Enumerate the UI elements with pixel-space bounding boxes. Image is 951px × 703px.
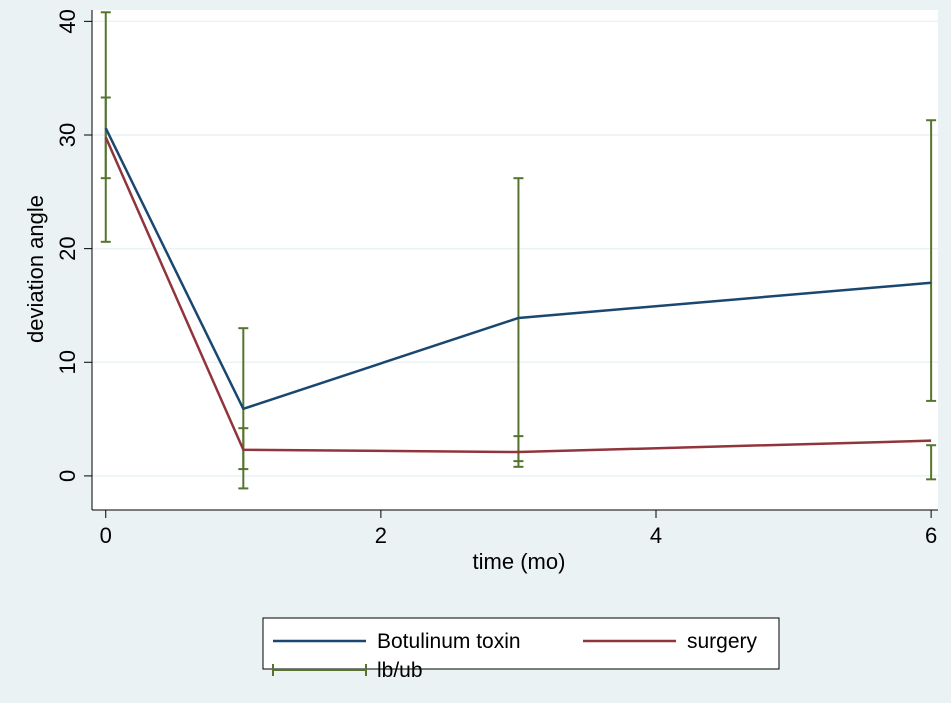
- grid-lines: [92, 20, 938, 477]
- legend-label-lb-ub: lb/ub: [377, 659, 423, 682]
- axes: 0 2 4 6 0 10 20 30 40: [55, 9, 938, 548]
- y-tick-label: 0: [55, 470, 80, 482]
- x-tick-label: 0: [100, 523, 112, 548]
- y-tick-label: 40: [55, 9, 80, 33]
- error-bar: [926, 119, 937, 402]
- series-line-surgery: [104, 136, 932, 454]
- legend-swatch-lb-ub: [272, 664, 367, 676]
- y-tick-label: 30: [55, 123, 80, 147]
- y-tick-label: 10: [55, 350, 80, 374]
- x-tick-label: 4: [650, 523, 662, 548]
- legend: Botulinum toxin surgery lb/ub: [262, 617, 780, 682]
- error-bar: [926, 444, 937, 481]
- series-line-botulinum-toxin: [104, 127, 932, 411]
- legend-box: [262, 617, 780, 670]
- y-axis-label: deviation angle: [23, 195, 48, 343]
- legend-label-botulinum-toxin: Botulinum toxin: [377, 630, 521, 653]
- y-tick-label: 20: [55, 236, 80, 260]
- x-tick-label: 6: [925, 523, 937, 548]
- legend-label-surgery: surgery: [687, 630, 758, 653]
- x-axis-label: time (mo): [473, 549, 566, 574]
- plot-region: [92, 10, 938, 510]
- series-lines: [104, 127, 932, 454]
- x-tick-label: 2: [375, 523, 387, 548]
